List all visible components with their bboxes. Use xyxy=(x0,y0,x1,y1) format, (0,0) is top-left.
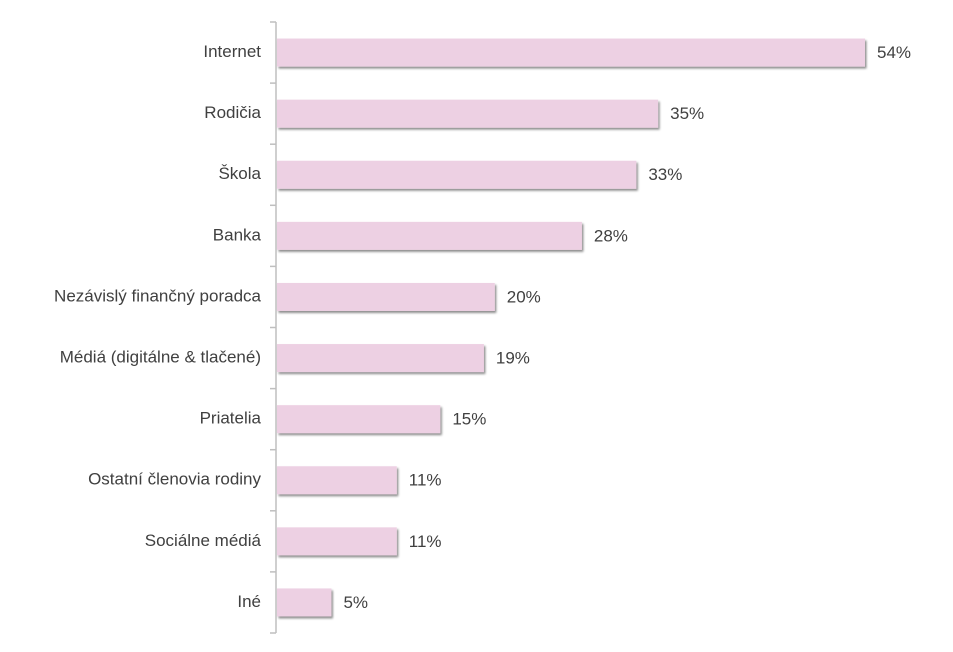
value-label: 19% xyxy=(496,349,530,368)
y-tick-label: Banka xyxy=(213,225,262,244)
value-label: 33% xyxy=(648,165,682,184)
bar xyxy=(277,405,441,434)
y-tick-label: Škola xyxy=(218,164,261,183)
y-tick-label: Nezávislý finančný poradca xyxy=(54,286,261,305)
y-tick-label: Rodičia xyxy=(204,103,261,122)
bar xyxy=(277,344,484,373)
bar xyxy=(277,160,637,189)
value-label: 5% xyxy=(343,593,368,612)
value-label: 28% xyxy=(594,226,628,245)
value-label: 11% xyxy=(409,532,442,551)
bar xyxy=(277,282,495,311)
bar xyxy=(277,221,582,250)
value-label: 35% xyxy=(670,104,704,123)
y-tick-label: Sociálne médiá xyxy=(145,531,262,550)
y-tick-label: Priatelia xyxy=(200,409,262,428)
y-tick-label: Ostatní členovia rodiny xyxy=(88,470,261,489)
value-label: 54% xyxy=(877,43,911,62)
y-tick-label: Médiá (digitálne & tlačené) xyxy=(60,348,261,367)
y-tick-label: Iné xyxy=(237,592,261,611)
bar xyxy=(277,38,865,67)
bar xyxy=(277,99,659,128)
bar xyxy=(277,527,397,556)
y-tick-label: Internet xyxy=(203,42,261,61)
value-label: 11% xyxy=(409,471,442,490)
bar xyxy=(277,588,332,617)
value-label: 15% xyxy=(452,410,486,429)
value-label: 20% xyxy=(507,287,541,306)
bar xyxy=(277,466,397,495)
